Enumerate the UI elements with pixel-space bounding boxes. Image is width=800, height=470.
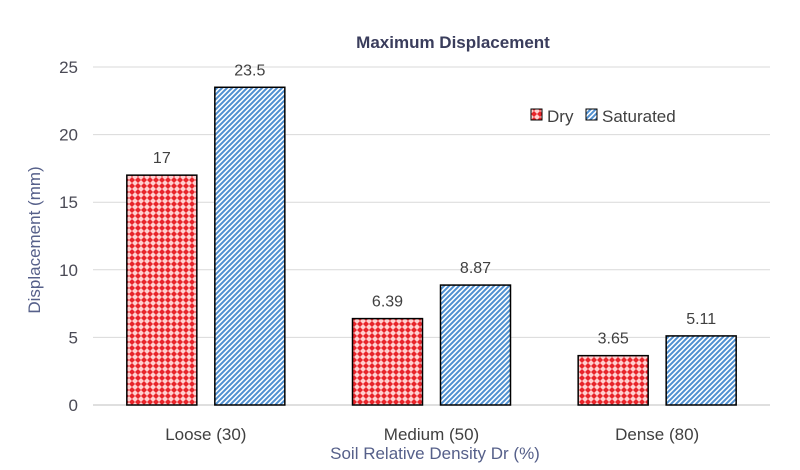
x-axis-title: Soil Relative Density Dr (%) (330, 444, 540, 463)
x-category-label: Loose (30) (165, 425, 246, 444)
bar-dry (577, 354, 649, 406)
data-label: 8.87 (460, 260, 491, 277)
y-tick-label: 15 (59, 193, 78, 212)
data-label: 23.5 (234, 62, 265, 79)
legend-swatch-saturated (585, 108, 598, 121)
gridlines (93, 66, 770, 406)
bar-saturated (439, 284, 512, 406)
bar-saturated (214, 86, 286, 406)
data-label: 5.11 (686, 311, 716, 328)
data-label: 3.65 (598, 331, 629, 348)
chart-title: Maximum Displacement (356, 33, 550, 52)
x-category-label: Medium (50) (384, 425, 479, 444)
y-axis-ticks: 0 5 10 15 20 25 (59, 58, 78, 415)
y-tick-label: 25 (59, 58, 78, 77)
legend-label-saturated: Saturated (602, 107, 676, 126)
legend-swatch-dry (530, 108, 543, 121)
x-axis-categories: Loose (30) Medium (50) Dense (80) (165, 425, 699, 444)
y-axis-title: Displacement (mm) (25, 166, 44, 313)
x-category-label: Dense (80) (615, 425, 699, 444)
y-tick-label: 10 (59, 261, 78, 280)
legend-label-dry: Dry (547, 107, 574, 126)
y-tick-label: 0 (69, 396, 78, 415)
data-labels: 17 23.5 6.39 8.87 3.65 5.11 (153, 62, 716, 347)
y-tick-label: 5 (69, 328, 78, 347)
data-label: 6.39 (372, 294, 403, 311)
bar-saturated (665, 335, 737, 406)
bar-dry (126, 174, 198, 406)
bars (126, 86, 737, 406)
legend: Dry Saturated (530, 107, 676, 126)
data-label: 17 (153, 150, 171, 167)
bar-dry (351, 317, 424, 406)
y-tick-label: 20 (59, 126, 78, 145)
